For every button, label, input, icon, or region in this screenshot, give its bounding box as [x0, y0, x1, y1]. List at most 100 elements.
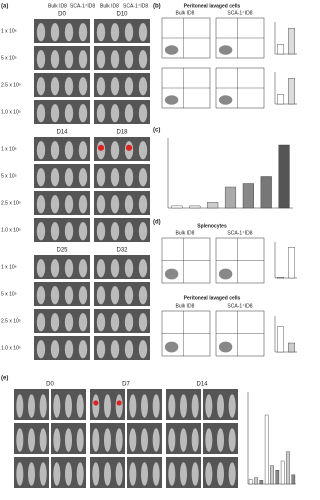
- population: [164, 45, 179, 55]
- mouse: [53, 462, 61, 486]
- bar: [259, 480, 264, 485]
- mouse: [138, 222, 148, 241]
- mouse: [152, 394, 160, 418]
- mouse: [217, 428, 224, 452]
- mouse: [36, 77, 46, 96]
- mouse: [217, 394, 224, 418]
- mouse: [64, 141, 74, 160]
- mouse: [50, 340, 60, 359]
- bar: [260, 176, 272, 209]
- mouse: [138, 50, 148, 69]
- day-label: D10: [116, 12, 128, 18]
- mouse: [124, 259, 134, 278]
- mouse: [50, 50, 60, 69]
- mouse: [50, 222, 60, 241]
- bar: [288, 78, 296, 105]
- mouse: [96, 77, 106, 96]
- day-label: D7: [122, 382, 130, 388]
- mouse: [78, 286, 88, 305]
- mouse: [129, 462, 137, 486]
- mouse: [65, 428, 72, 452]
- mouse: [50, 313, 60, 332]
- row-label: 1 x 10⁶: [1, 264, 17, 270]
- signal: [93, 400, 99, 406]
- mouse: [36, 340, 46, 359]
- day-label: D32: [116, 248, 128, 254]
- row-label: 1.0 x 10⁵: [1, 345, 21, 351]
- mouse: [50, 77, 60, 96]
- column-label: Bulk ID8: [176, 10, 195, 16]
- mouse: [16, 428, 24, 452]
- mouse: [50, 23, 60, 42]
- column-label: Bulk ID8: [176, 303, 195, 309]
- day-label: D0: [46, 382, 54, 388]
- mouse: [205, 428, 213, 452]
- panel-label: (c): [153, 128, 160, 134]
- signal: [125, 144, 133, 151]
- mouse: [138, 141, 148, 160]
- panel-label: (e): [1, 376, 8, 382]
- mouse: [28, 462, 35, 486]
- mouse: [180, 428, 187, 452]
- bar: [288, 28, 296, 55]
- mouse: [96, 286, 106, 305]
- mouse: [65, 394, 72, 418]
- mouse: [96, 259, 106, 278]
- mouse: [115, 462, 123, 486]
- mouse: [115, 428, 123, 452]
- mouse: [64, 340, 74, 359]
- mouse: [92, 462, 100, 486]
- panel-title: Peritoneal lavaged cells: [184, 3, 241, 9]
- mouse: [104, 428, 111, 452]
- mouse: [138, 340, 148, 359]
- column-label: Bulk ID8: [48, 3, 67, 9]
- panel-title: Splenocytes: [197, 223, 227, 229]
- mouse: [110, 77, 120, 96]
- mouse: [64, 77, 74, 96]
- mouse: [36, 286, 46, 305]
- mouse: [76, 428, 84, 452]
- mouse: [110, 50, 120, 69]
- mouse: [76, 394, 84, 418]
- mouse: [96, 168, 106, 187]
- mouse: [180, 394, 187, 418]
- panel-label: (d): [153, 220, 161, 226]
- column-label: SCA-1⁺ID8: [227, 10, 252, 16]
- mouse: [36, 195, 46, 214]
- mouse: [76, 462, 84, 486]
- mouse: [78, 50, 88, 69]
- population: [164, 95, 179, 105]
- mouse: [96, 340, 106, 359]
- mouse: [50, 141, 60, 160]
- mouse: [36, 168, 46, 187]
- mouse: [78, 77, 88, 96]
- mouse: [180, 462, 187, 486]
- mouse: [124, 313, 134, 332]
- mouse: [228, 394, 236, 418]
- mouse: [78, 195, 88, 214]
- mouse: [110, 313, 120, 332]
- bar: [288, 342, 296, 353]
- mouse: [50, 168, 60, 187]
- mouse: [124, 77, 134, 96]
- row-label: 2.5 x 10⁵: [1, 318, 21, 324]
- row-label: 1.0 x 10⁵: [1, 227, 21, 233]
- mouse: [50, 104, 60, 123]
- bar: [277, 94, 285, 105]
- mouse: [64, 286, 74, 305]
- bar: [242, 183, 254, 209]
- mouse: [78, 23, 88, 42]
- day-label: D25: [56, 248, 68, 254]
- mouse: [96, 23, 106, 42]
- signal: [116, 400, 122, 406]
- mouse: [64, 313, 74, 332]
- mouse: [28, 428, 35, 452]
- mouse: [36, 222, 46, 241]
- bar: [277, 44, 285, 55]
- panel-label: (b): [153, 4, 161, 10]
- mouse: [36, 104, 46, 123]
- mouse: [78, 259, 88, 278]
- mouse: [168, 428, 176, 452]
- mouse: [124, 340, 134, 359]
